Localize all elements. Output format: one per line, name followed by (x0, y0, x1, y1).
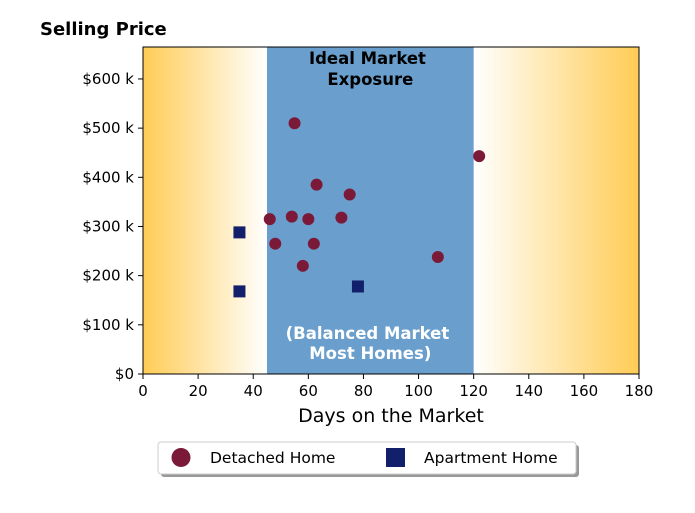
x-tick-label-2: 40 (244, 382, 263, 400)
y-axis-ticks: $0 $100 k $200 k $300 k $400 k $500 k $600 k (82, 70, 143, 383)
x-tick-label-9: 180 (625, 382, 654, 400)
band-label-bottom-line1: (Balanced Market (286, 324, 450, 343)
y-tick-label-1: $100 k (82, 316, 134, 334)
data-points (233, 117, 486, 298)
legend-box (157, 441, 577, 475)
detached-point-6 (307, 237, 320, 250)
detached-point-10 (431, 250, 444, 263)
x-tick-label-7: 140 (514, 382, 543, 400)
legend-marker-detached (171, 448, 191, 467)
x-tick-label-3: 60 (299, 382, 318, 400)
band-label-top-line1: Ideal Market (309, 49, 426, 68)
x-tick-label-6: 120 (459, 382, 488, 400)
band-label-top: Ideal Market Exposure (309, 49, 432, 89)
legend-marker-apartment (386, 448, 405, 467)
detached-point-5 (302, 213, 315, 226)
band-label-bottom: (Balanced Market Most Homes) (286, 324, 455, 363)
detached-point-8 (335, 211, 348, 224)
y-tick-label-5: $500 k (82, 119, 134, 137)
plot-frame (142, 46, 640, 375)
legend-label-apartment: Apartment Home (424, 449, 558, 467)
legend: Detached Home Apartment Home (157, 441, 579, 477)
band-label-top-line2: Exposure (327, 70, 413, 89)
gradient-right (473, 47, 639, 374)
y-tick-label-6: $600 k (82, 70, 134, 88)
detached-point-0 (263, 213, 276, 226)
detached-point-11 (473, 150, 486, 163)
detached-point-9 (343, 188, 356, 201)
y-tick-label-3: $300 k (82, 217, 134, 235)
x-tick-label-8: 160 (570, 382, 599, 400)
band-label-bottom-line2: Most Homes) (309, 344, 431, 363)
x-tick-label-5: 100 (404, 382, 433, 400)
chart-title: Selling Price (40, 19, 167, 40)
ideal-exposure-band (267, 47, 474, 374)
gradient-left (143, 47, 267, 374)
y-tick-label-2: $200 k (82, 267, 134, 285)
y-tick-label-0: $0 (115, 365, 134, 383)
detached-point-7 (310, 178, 323, 191)
x-axis-label: Days on the Market (298, 405, 484, 427)
y-tick-label-4: $400 k (82, 168, 134, 186)
apartment-point-0 (233, 226, 246, 239)
plot-area (143, 47, 639, 374)
legend-label-detached: Detached Home (210, 449, 335, 467)
detached-point-4 (296, 259, 309, 272)
detached-point-3 (288, 117, 301, 130)
x-tick-label-4: 80 (354, 382, 373, 400)
detached-point-1 (269, 237, 282, 250)
detached-point-2 (285, 210, 298, 223)
apartment-point-1 (233, 285, 246, 298)
x-tick-label-0: 0 (138, 382, 148, 400)
x-axis-ticks: 0 20 40 60 80 100 120 140 160 180 (138, 374, 653, 400)
x-tick-label-1: 20 (189, 382, 208, 400)
apartment-point-2 (351, 280, 364, 293)
